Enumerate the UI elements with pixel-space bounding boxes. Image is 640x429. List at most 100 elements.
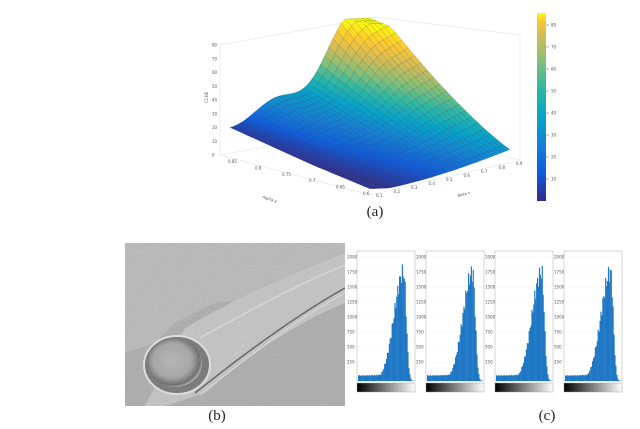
histogram-bar [437,375,439,381]
histogram-y-tick: 1250 [347,300,358,305]
beta-tick-label: 0.9 [516,161,523,166]
histogram-bar [388,343,390,381]
histogram-bar [432,375,434,381]
histogram-bar [407,352,409,381]
histogram-bar [542,294,544,381]
histogram-bar [464,309,466,381]
histogram-bar [366,375,368,381]
histogram-bar [601,315,603,381]
histogram-bar [479,378,481,381]
histogram-bar [594,347,596,381]
histogram-bar [533,304,535,381]
histogram-bar [526,343,528,381]
histogram-bar [548,378,550,381]
histogram-y-tick: 250 [554,360,562,365]
histogram-bar [510,375,512,381]
colorbar-tick-label: 70 [551,45,557,50]
beta-tick-label: 0.4 [429,181,436,186]
z-axis-ticks: 0 10 20 30 40 50 60 70 80 [212,43,218,158]
histogram-bar [535,298,537,381]
histogram-bar [499,376,501,381]
histogram-bar [433,376,435,381]
histogram-bar [401,264,403,381]
histogram: 2000 1750 1500 1250 1000 750 500 250 [416,250,485,393]
histogram-bar [540,278,542,381]
alpha-tick-label: 0.8 [255,165,262,170]
histograms-svg: 2000 1750 1500 1250 1000 750 500 250 2000 1750 150… [347,250,623,393]
histogram-bar [531,309,533,381]
surface-facet [499,144,511,152]
histogram-bar [599,321,601,381]
histogram-bar [537,286,540,381]
intensity-ramp [494,382,554,393]
histogram-bar [522,366,524,381]
colorbar-ticks: 80 70 60 50 40 30 20 10 [546,23,557,182]
histogram-bar [387,352,389,381]
histogram-bar [515,375,517,381]
histogram-bar [475,330,477,381]
histogram-bar [608,281,610,381]
histogram-y-tick: 750 [416,330,424,335]
histogram-bar [477,367,479,381]
histogram-bar [543,311,545,381]
histogram-bar [369,375,371,381]
histogram-bar [566,375,569,381]
histogram-bar [392,323,394,381]
histogram-y-tick: 500 [554,345,562,350]
histogram-bar [454,363,456,381]
histogram: 2000 1750 1500 1250 1000 750 500 250 [347,250,416,393]
histogram-bar [505,375,507,381]
histogram-bar [365,375,367,381]
histogram-bar [394,302,396,381]
beta-tick-label: 0.2 [394,189,401,194]
z-axis-label: CCHE [204,91,209,103]
histogram-bar [358,375,361,381]
histogram-bar [597,330,599,381]
z-tick-label: 30 [212,111,218,116]
histogram-bar [444,374,446,381]
histogram-bar [591,366,593,381]
histogram-bar [498,375,500,381]
histogram-bar [386,358,388,381]
histogram-bar [500,375,502,381]
surface-mesh [229,17,511,189]
histogram-bar [442,374,444,381]
histogram-bar [618,380,620,381]
histogram-bar [596,341,598,381]
histogram-bar [462,313,464,381]
histogram-bar [390,337,392,381]
histogram-bar [457,342,459,381]
histogram-bar [519,372,521,381]
histogram-bar [372,375,374,381]
histogram-y-tick: 1500 [485,285,496,290]
histogram-bar [480,380,482,381]
histogram-bar [506,375,508,381]
histogram-bar [468,284,471,381]
histogram-bar [549,380,551,381]
histogram-bar [391,323,393,381]
histogram: 2000 1750 1500 1250 1000 750 500 250 [554,250,623,393]
histogram-bar [587,373,589,381]
alpha-axis-label: Alpha a [262,194,278,204]
histogram-bar [536,283,538,381]
histogram-bar [503,375,505,381]
histogram-bar [463,306,465,381]
histogram-bar [565,375,568,381]
histogram-bar [572,375,574,381]
histogram-bar [607,266,610,381]
histogram-y-tick: 1000 [347,315,358,320]
histogram-bar [367,375,369,381]
histogram-bar [468,273,470,381]
histogram-bar [441,375,444,381]
histogram-bar [545,355,547,381]
histogram-bar [539,274,541,381]
histogram-bar [470,266,472,381]
histogram-y-tick: 2000 [485,255,496,260]
histogram-bar [398,294,400,381]
histogram-y-tick: 250 [347,360,355,365]
histogram-bar [614,355,616,381]
intensity-ramp [425,382,485,393]
histogram-bar [600,311,602,381]
histogram-bar [570,375,572,381]
